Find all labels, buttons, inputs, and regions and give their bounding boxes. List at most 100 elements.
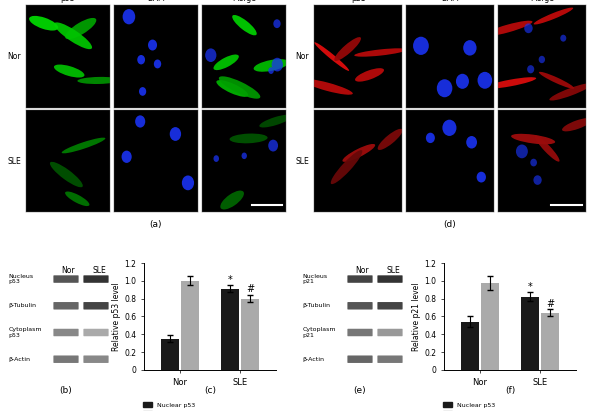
Text: β-Tubulin: β-Tubulin: [8, 303, 37, 308]
Circle shape: [413, 37, 429, 55]
Ellipse shape: [562, 118, 592, 132]
FancyBboxPatch shape: [83, 329, 109, 336]
Text: *: *: [527, 282, 532, 292]
Circle shape: [214, 155, 219, 162]
Bar: [521, 297, 539, 370]
Text: β-Actin: β-Actin: [8, 357, 31, 362]
FancyBboxPatch shape: [377, 356, 403, 363]
Circle shape: [242, 152, 247, 159]
Text: β-Actin: β-Actin: [302, 357, 325, 362]
Text: SLE: SLE: [93, 266, 106, 275]
Circle shape: [530, 159, 537, 166]
Text: Nor: Nor: [356, 266, 369, 275]
Text: p53: p53: [61, 0, 76, 3]
Text: Nucleus
p21: Nucleus p21: [302, 274, 328, 284]
Bar: [181, 281, 199, 370]
Ellipse shape: [484, 21, 532, 36]
Circle shape: [182, 175, 194, 190]
Circle shape: [272, 58, 283, 72]
Circle shape: [274, 19, 281, 28]
Y-axis label: Relative p21 level: Relative p21 level: [412, 282, 421, 351]
FancyBboxPatch shape: [83, 302, 109, 309]
Text: Merge: Merge: [530, 0, 554, 3]
Circle shape: [463, 40, 476, 55]
Circle shape: [437, 79, 452, 97]
Text: DAPI: DAPI: [441, 0, 459, 3]
Text: (b): (b): [59, 386, 73, 395]
FancyBboxPatch shape: [347, 302, 373, 309]
Text: Nucleus
p53: Nucleus p53: [8, 274, 34, 284]
FancyBboxPatch shape: [53, 302, 79, 309]
Ellipse shape: [484, 77, 536, 89]
Text: SLE: SLE: [7, 157, 21, 166]
Text: #: #: [246, 284, 254, 294]
Ellipse shape: [377, 129, 403, 150]
Ellipse shape: [539, 72, 574, 89]
Circle shape: [560, 35, 566, 42]
Text: Merge: Merge: [232, 0, 256, 3]
Ellipse shape: [214, 55, 239, 70]
Circle shape: [268, 67, 274, 74]
Circle shape: [205, 48, 217, 62]
Circle shape: [268, 140, 278, 152]
Bar: [161, 339, 179, 370]
Text: SLE: SLE: [387, 266, 400, 275]
Ellipse shape: [65, 192, 89, 206]
Ellipse shape: [217, 80, 248, 97]
Circle shape: [442, 120, 457, 136]
Ellipse shape: [50, 162, 83, 187]
Ellipse shape: [550, 83, 592, 101]
Ellipse shape: [29, 16, 58, 30]
FancyBboxPatch shape: [83, 275, 109, 283]
Circle shape: [524, 23, 533, 33]
FancyBboxPatch shape: [83, 356, 109, 363]
Ellipse shape: [343, 144, 375, 162]
Ellipse shape: [230, 134, 268, 143]
Text: Nor: Nor: [295, 52, 309, 61]
Text: (a): (a): [150, 220, 162, 229]
FancyBboxPatch shape: [377, 275, 403, 283]
FancyBboxPatch shape: [347, 275, 373, 283]
Text: p21: p21: [351, 0, 365, 3]
Text: β-Tubulin: β-Tubulin: [302, 303, 331, 308]
Circle shape: [539, 56, 545, 63]
FancyBboxPatch shape: [347, 356, 373, 363]
Circle shape: [456, 74, 469, 89]
Circle shape: [533, 175, 542, 185]
Ellipse shape: [511, 134, 555, 144]
Ellipse shape: [302, 79, 353, 95]
Circle shape: [139, 87, 146, 96]
Circle shape: [137, 55, 145, 65]
FancyBboxPatch shape: [377, 302, 403, 309]
Ellipse shape: [535, 136, 560, 162]
Circle shape: [148, 39, 157, 51]
Legend: Nuclear p53, Cytoplasmic p53: Nuclear p53, Cytoplasmic p53: [440, 400, 512, 411]
Ellipse shape: [65, 18, 97, 39]
Text: Nor: Nor: [62, 266, 75, 275]
Circle shape: [122, 150, 132, 163]
Ellipse shape: [331, 150, 362, 184]
Ellipse shape: [259, 115, 292, 127]
Ellipse shape: [220, 191, 244, 210]
FancyBboxPatch shape: [53, 329, 79, 336]
FancyBboxPatch shape: [53, 275, 79, 283]
Bar: [241, 299, 259, 370]
Ellipse shape: [62, 138, 106, 153]
Text: Cytoplasm
p21: Cytoplasm p21: [302, 327, 336, 338]
Text: Nor: Nor: [7, 52, 21, 61]
Ellipse shape: [54, 65, 85, 78]
Circle shape: [135, 115, 145, 127]
Text: Cytoplasm
p53: Cytoplasm p53: [8, 327, 42, 338]
Text: #: #: [546, 299, 554, 309]
Circle shape: [478, 72, 492, 89]
Text: *: *: [227, 275, 232, 285]
Circle shape: [426, 133, 435, 143]
Ellipse shape: [232, 15, 257, 35]
Ellipse shape: [354, 48, 407, 57]
Text: SLE: SLE: [295, 157, 309, 166]
Legend: Nuclear p53, Cytoplasmic p53: Nuclear p53, Cytoplasmic p53: [140, 400, 212, 411]
Y-axis label: Relative p53 level: Relative p53 level: [112, 282, 121, 351]
Ellipse shape: [314, 42, 349, 71]
Ellipse shape: [219, 76, 260, 99]
Circle shape: [476, 172, 486, 182]
